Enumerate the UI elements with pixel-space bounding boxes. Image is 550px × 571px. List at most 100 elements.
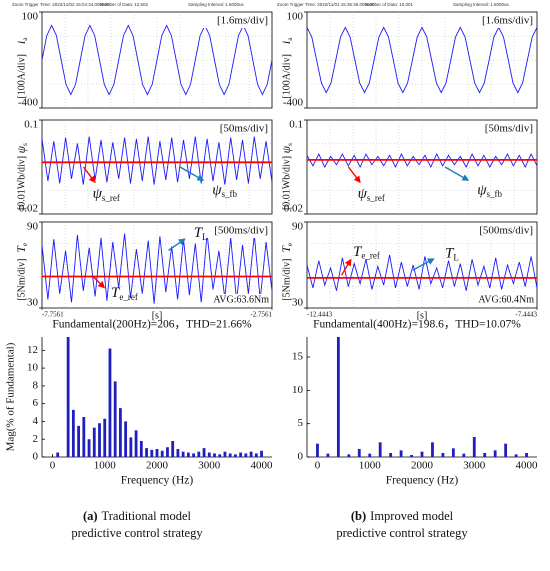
subscript: a xyxy=(286,37,294,41)
y-tick-label: 8 xyxy=(33,379,39,391)
x-axis-label: [s] xyxy=(152,310,163,321)
trace xyxy=(306,254,538,291)
bar xyxy=(239,452,243,457)
bar xyxy=(483,453,487,457)
subscript: s_fb xyxy=(487,189,503,199)
bar xyxy=(347,454,351,457)
bar xyxy=(186,452,190,457)
x-tick-label: 2000 xyxy=(411,460,434,472)
scale-note: [1.6ms/div] xyxy=(482,15,533,27)
symbol: T xyxy=(279,245,293,253)
y-tick-label: 0.02 xyxy=(19,203,38,215)
bar xyxy=(129,437,133,457)
symbol: i xyxy=(279,41,293,44)
caption-text: Traditional model xyxy=(102,509,192,523)
bar xyxy=(82,417,86,457)
bar xyxy=(493,450,497,457)
scale-note: [50ms/div] xyxy=(220,123,268,135)
bar xyxy=(441,453,445,457)
bar xyxy=(244,453,248,457)
bar xyxy=(525,453,528,457)
caption-text: Improved model xyxy=(370,509,453,523)
x-tick-label: 4000 xyxy=(516,460,539,472)
bar xyxy=(171,441,175,457)
subscript: s_ref xyxy=(102,193,120,203)
bar xyxy=(155,449,159,457)
avg-note-box xyxy=(471,294,535,306)
y-tick-label: 12 xyxy=(27,344,38,356)
y-axis-unit: [100A/div] xyxy=(281,54,292,98)
bar xyxy=(249,451,253,457)
avg-note: AVG:63.6Nm xyxy=(213,294,269,305)
annotation-arrow xyxy=(444,166,470,181)
bar xyxy=(202,448,206,457)
x-axis-label: Frequency (Hz) xyxy=(386,475,459,487)
symbol: T xyxy=(14,245,28,253)
trace xyxy=(41,233,273,304)
y-tick-label: 10 xyxy=(27,362,39,374)
y-tick-label: -400 xyxy=(283,97,304,109)
bar xyxy=(462,453,466,457)
scale-note-box xyxy=(202,224,270,238)
scale-note-box xyxy=(467,122,535,136)
symbol: T xyxy=(194,225,204,241)
y-tick-label: 0.1 xyxy=(289,119,303,131)
subscript: L xyxy=(453,252,459,262)
x-tick-label: -2.7561 xyxy=(250,311,272,319)
bar xyxy=(176,449,180,457)
symbol-label: Te xyxy=(279,243,294,253)
annotation-arrow xyxy=(179,166,205,181)
chart-title: Fundamental(200Hz)=206，THD=21.66% xyxy=(52,319,252,331)
y-tick-label: 2 xyxy=(33,433,39,445)
symbol-label: Te_ref xyxy=(353,244,380,260)
bar xyxy=(108,348,112,457)
bar xyxy=(207,452,211,457)
bar xyxy=(166,447,169,457)
annotation-arrow xyxy=(82,166,96,184)
subscript: e_ref xyxy=(119,292,137,302)
caption: predictive control strategy xyxy=(71,526,203,540)
bar xyxy=(336,337,340,457)
bar xyxy=(451,448,455,457)
symbol-label: Te xyxy=(14,243,29,253)
symbol: i xyxy=(14,41,28,44)
x-axis-label: Frequency (Hz) xyxy=(121,475,194,487)
scope-header: Zoom Trigger Time: 2022/11/02 16:04:34.0… xyxy=(12,2,110,7)
symbol-label: ψs xyxy=(279,143,294,153)
x-tick-label: 1000 xyxy=(359,460,382,472)
y-axis-unit: [5Nm/div] xyxy=(16,259,27,301)
bar xyxy=(139,441,143,457)
symbol-label: ψs_ref xyxy=(93,187,120,203)
bar xyxy=(181,451,185,457)
bar xyxy=(134,430,138,457)
subscript: s xyxy=(21,143,29,146)
trace xyxy=(41,24,273,96)
y-tick-label: 30 xyxy=(27,297,39,309)
scope-header: Sampling Interval: 1.6000us xyxy=(188,2,245,7)
x-tick-label: 0 xyxy=(315,460,321,472)
bar xyxy=(514,454,518,457)
symbol: T xyxy=(445,246,455,262)
scale-note-box xyxy=(202,122,270,136)
y-axis-unit: [0.01Wb/div] xyxy=(16,156,27,210)
bar xyxy=(103,418,107,457)
y-tick-label: 0.02 xyxy=(284,203,303,215)
y-tick-label: 4 xyxy=(33,415,39,427)
symbol-label: ψs_fb xyxy=(212,183,237,199)
bar xyxy=(472,437,476,457)
y-axis-unit: [5Nm/div] xyxy=(281,259,292,301)
bar xyxy=(378,442,382,457)
y-tick-label: 30 xyxy=(292,297,304,309)
scale-note-box xyxy=(467,224,535,238)
scope-header: Number of Data: 10,001 xyxy=(365,2,414,7)
bar xyxy=(399,450,403,457)
bar xyxy=(228,453,232,457)
y-tick-label: 90 xyxy=(292,221,304,233)
subscript: s xyxy=(286,143,294,146)
scope-header: Zoom Trigger Time: 2022/11/01 15:36:36.0… xyxy=(277,2,375,7)
scope-header: Number of Data: 12,502 xyxy=(100,2,149,7)
symbol-label: ψs_ref xyxy=(358,187,385,203)
scale-note: [1.6ms/div] xyxy=(217,15,268,27)
subscript: a xyxy=(21,37,29,41)
symbol: T xyxy=(111,286,121,302)
